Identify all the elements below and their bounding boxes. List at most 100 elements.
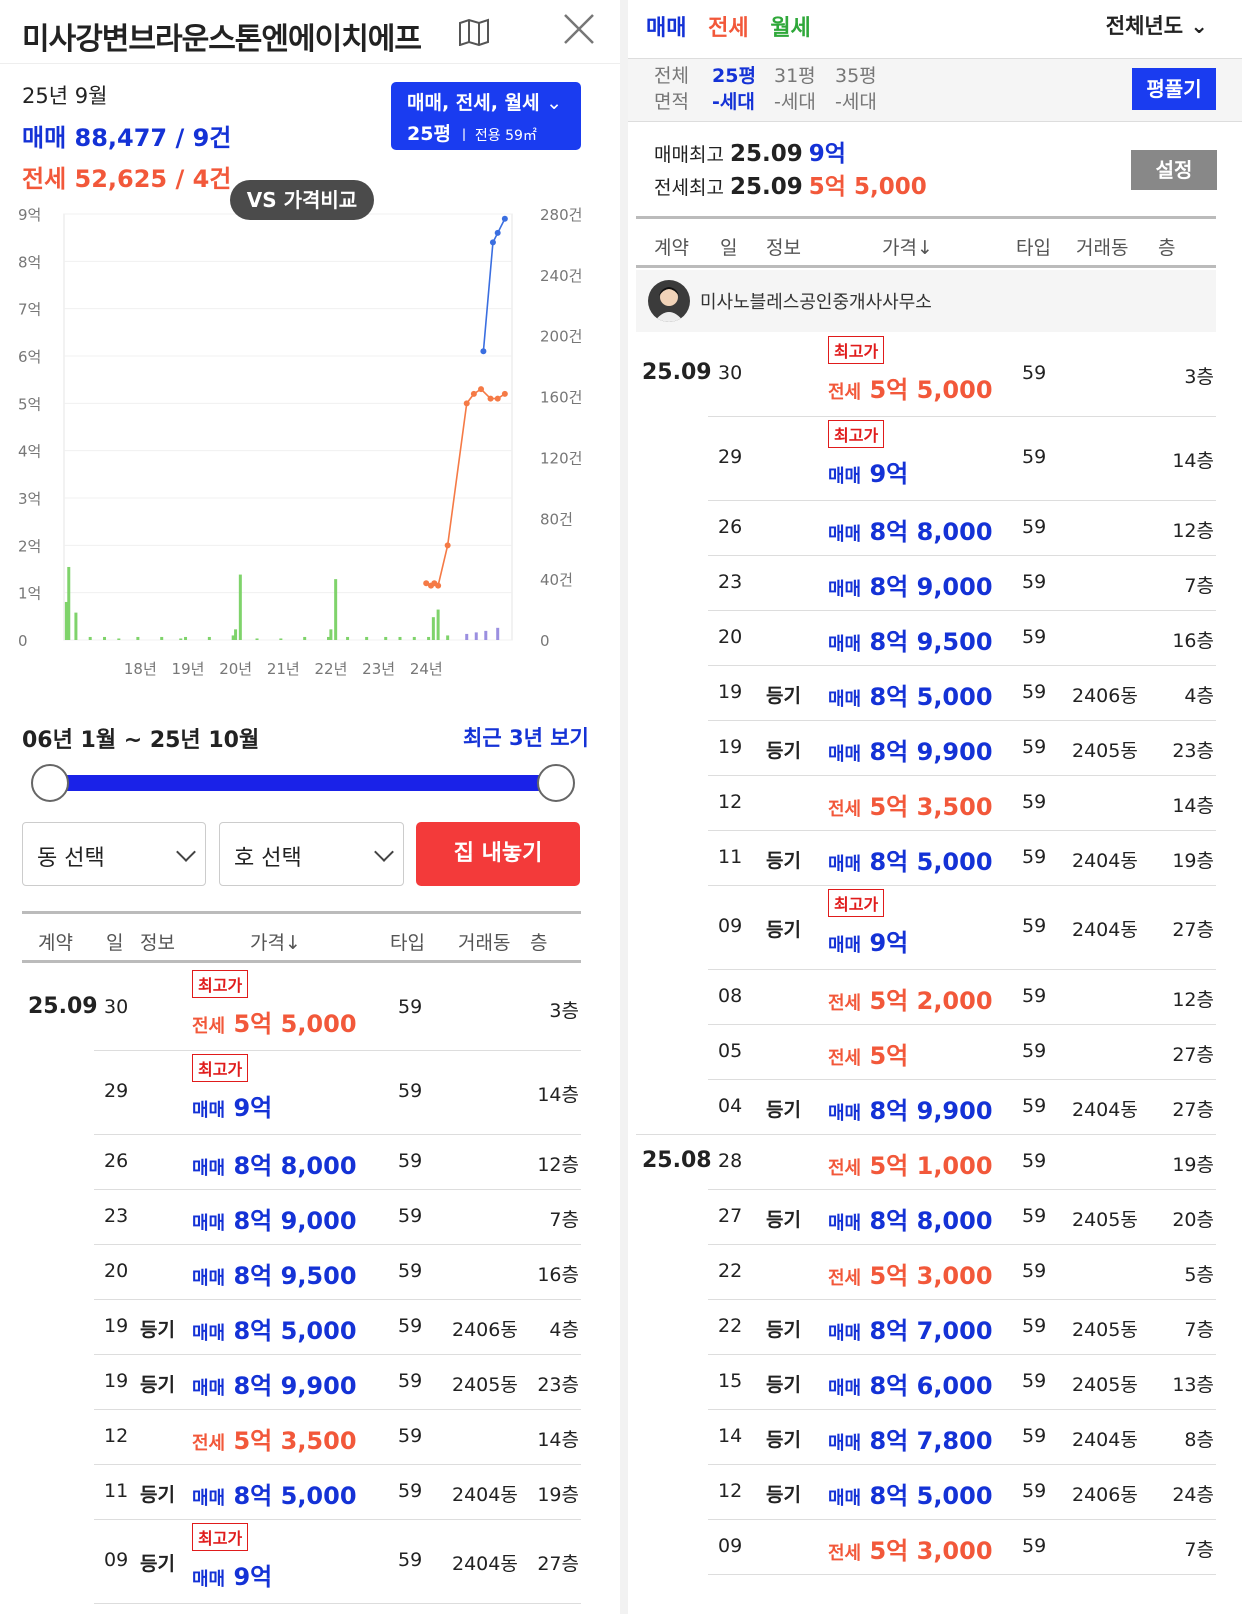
table-row[interactable]: 15 등기 매매 8억 6,000 59 2405동 13층 [636,1354,1216,1409]
area-type-label: 35평 [835,65,877,87]
area-type-31[interactable]: 31평 -세대 [774,63,816,115]
row-day: 22 [718,1259,743,1282]
table-row[interactable]: 12 전세 5억 3,500 59 14층 [22,1409,581,1464]
range-end-handle[interactable] [537,764,575,802]
volume-bar [412,636,416,640]
table-row[interactable]: 26 매매 8억 8,000 59 12층 [22,1134,581,1189]
area-label: 전용 59㎡ [474,128,537,144]
range-start-handle[interactable] [31,764,69,802]
table-row[interactable]: 23 매매 8억 9,000 59 7층 [22,1189,581,1244]
data-point [478,386,485,393]
max-jeonse-label: 전세최고 [654,177,724,199]
y2-tick-label: 160건 [540,389,582,407]
row-kind: 전세 [828,992,862,1014]
row-divider [708,416,1216,417]
row-price: 매매 8억 9,000 [828,567,993,602]
volume-bar [64,601,68,640]
table-row[interactable]: 19 등기 매매 8억 5,000 59 2406동 4층 [636,665,1216,720]
table-row[interactable]: 12 전세 5억 3,500 59 14층 [636,775,1216,830]
table-row[interactable]: 26 매매 8억 8,000 59 12층 [636,500,1216,555]
area-type-25[interactable]: 25평 -세대 [712,63,756,115]
header-floor: 층 [530,932,548,954]
volume-bar [255,638,259,640]
table-row[interactable]: 20 매매 8억 9,500 59 16층 [636,610,1216,665]
row-price: 매매 8억 8,000 [192,1146,357,1181]
table-row[interactable]: 08 전세 5억 2,000 59 12층 [636,969,1216,1024]
row-day: 19 [104,1369,129,1392]
table-row[interactable]: 20 매매 8억 9,500 59 16층 [22,1244,581,1299]
row-floor: 27층 [1172,919,1214,941]
row-price: 전세 5억 2,000 [828,981,993,1016]
volume-bar [74,612,78,640]
map-icon[interactable] [458,18,490,46]
table-row[interactable]: 09 등기 매매 9억 최고가 59 2404동 27층 [636,885,1216,969]
row-dong: 2404동 [1072,849,1138,872]
volume-bar [231,635,235,640]
table-row[interactable]: 19 등기 매매 8억 9,900 59 2405동 23층 [636,720,1216,775]
table-header: 계약 일 정보 가격↓ 타입 거래동 층 [636,216,1216,268]
ho-select[interactable]: 호 선택 [219,822,404,886]
table-row[interactable]: 25.08 28 전세 5억 1,000 59 19층 [636,1134,1216,1189]
vs-compare-button[interactable]: VS 가격비교 [230,180,374,220]
table-row[interactable]: 29 매매 9억 최고가 59 14층 [636,416,1216,500]
y-tick-label: 6억 [18,348,41,366]
data-point [489,239,496,246]
table-row[interactable]: 14 등기 매매 8억 7,800 59 2404동 8층 [636,1409,1216,1464]
tab-sale[interactable]: 매매 [646,16,687,41]
x-tick-label: 24년 [410,660,443,678]
table-row[interactable]: 11 등기 매매 8억 5,000 59 2404동 19층 [22,1464,581,1519]
table-row[interactable]: 27 등기 매매 8억 8,000 59 2405동 20층 [636,1189,1216,1244]
year-select[interactable]: 전체년도 ⌄ [1106,10,1208,40]
expand-pyung-button[interactable]: 평풀기 [1132,68,1216,110]
area-type-all[interactable]: 전체 면적 [654,63,689,115]
row-divider [708,1189,1216,1190]
table-row[interactable]: 22 전세 5억 3,000 59 5층 [636,1244,1216,1299]
row-type: 59 [1022,1314,1047,1337]
row-info: 등기 [766,739,801,762]
series-line-jeonse [425,388,506,587]
row-price: 매매 8억 5,000 [828,1476,993,1511]
area-type-35[interactable]: 35평 -세대 [835,63,877,115]
close-icon[interactable] [562,12,596,46]
row-price: 매매 9억 [192,1557,272,1592]
tab-jeonse[interactable]: 전세 [708,16,749,41]
row-price-value: 8억 7,000 [869,1316,993,1345]
table-row[interactable]: 29 매매 9억 최고가 59 14층 [22,1050,581,1134]
table-row[interactable]: 09 등기 매매 9억 최고가 59 2404동 27층 [22,1519,581,1603]
table-row[interactable]: 19 등기 매매 8억 5,000 59 2406동 4층 [22,1299,581,1354]
row-divider [94,1464,581,1465]
agent-banner[interactable]: 미사노블레스공인중개사사무소 [636,270,1216,332]
table-row[interactable]: 12 등기 매매 8억 5,000 59 2406동 24층 [636,1464,1216,1519]
row-price: 매매 8억 9,000 [192,1201,357,1236]
table-row[interactable]: 19 등기 매매 8억 9,900 59 2405동 23층 [22,1354,581,1409]
row-type: 59 [1022,570,1047,593]
table-row[interactable]: 04 등기 매매 8억 9,900 59 2404동 27층 [636,1079,1216,1134]
table-row[interactable]: 25.09 30 전세 5억 5,000 최고가 59 3층 [636,332,1216,416]
list-my-home-button[interactable]: 집 내놓기 [416,822,580,886]
table-row[interactable]: 05 전세 5억 59 27층 [636,1024,1216,1079]
header-dong: 거래동 [1076,237,1129,259]
row-divider [708,665,1216,666]
row-divider [708,1409,1216,1410]
dong-select[interactable]: 동 선택 [22,822,206,886]
max-sale-date: 25.09 [729,141,803,167]
tab-wolse[interactable]: 월세 [770,16,811,41]
max-jeonse-price: 5억 5,000 [808,174,927,200]
row-divider [708,500,1216,501]
recent-3y-link[interactable]: 최근 3년 보기 [463,726,589,750]
row-type: 59 [398,1080,423,1102]
row-price-value: 8억 5,000 [869,847,993,876]
settings-button[interactable]: 설정 [1131,150,1217,190]
row-floor: 20층 [1172,1208,1214,1231]
table-row[interactable]: 25.09 30 전세 5억 5,000 최고가 59 3층 [22,966,581,1050]
table-row[interactable]: 23 매매 8억 9,000 59 7층 [636,555,1216,610]
header-price[interactable]: 가격↓ [250,932,301,954]
table-row[interactable]: 22 등기 매매 8억 7,000 59 2405동 7층 [636,1299,1216,1354]
trade-filter-button[interactable]: 매매, 전세, 월세 ⌄ 25평 ㅣ 전용 59㎡ [391,82,581,150]
table-row[interactable]: 09 전세 5억 3,000 59 7층 [636,1519,1216,1574]
header-price[interactable]: 가격↓ [882,237,933,259]
range-track[interactable] [50,775,555,791]
volume-bar [431,617,435,640]
table-row[interactable]: 11 등기 매매 8억 5,000 59 2404동 19층 [636,830,1216,885]
row-info: 등기 [766,1318,801,1341]
